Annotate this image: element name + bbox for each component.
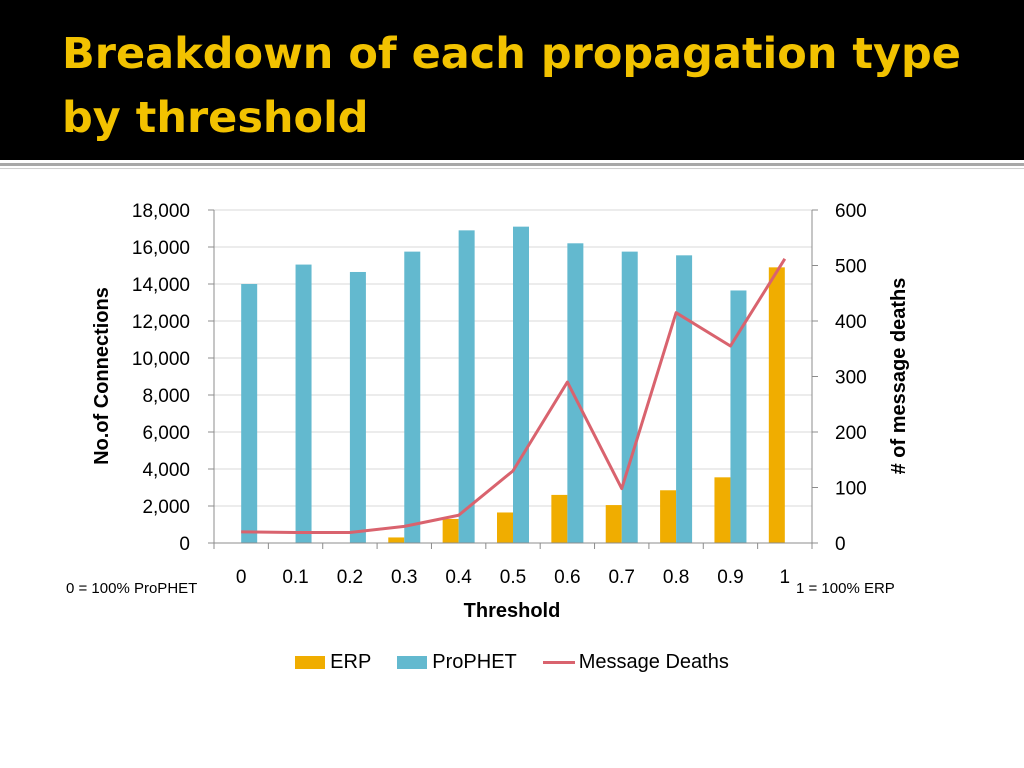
erp-bar [768,267,785,543]
x-tick-label: 0.4 [445,567,472,588]
x-tick-label: 0.2 [337,567,363,588]
right-note: 1 = 100% ERP [796,580,895,597]
prophet-bar [621,251,638,543]
tick-labels: 0 2,000 4,000 6,000 8,000 10,000 12,000 14,000 1… [132,201,867,588]
y-tick-label: 12,000 [132,312,190,333]
x-tick-label: 0.5 [500,567,526,588]
y2-axis-title: # of message deaths [888,278,910,475]
x-tick-label: 0.8 [663,567,689,588]
prophet-bar [567,243,584,544]
y-tick-label: 10,000 [132,349,190,370]
slide-title: Breakdown of each propagation type by th… [62,29,961,143]
y-tick-label: 18,000 [132,201,190,222]
prophet-bar [513,226,529,543]
y-tick-label: 8,000 [142,386,190,407]
y-tick-label: 2,000 [142,497,190,518]
erp-bar [551,494,568,543]
erp-bar [497,512,513,543]
y-tick-label: 14,000 [132,275,190,296]
left-note: 0 = 100% ProPHET [66,580,198,597]
y2-tick-label: 400 [835,312,867,333]
legend-label-prophet: ProPHET [432,651,517,673]
erp-bar [714,477,731,543]
y2-tick-label: 600 [835,201,867,222]
prophet-swatch [397,656,428,669]
message-deaths-swatch [542,661,575,664]
y-axis-title: No.of Connections [91,287,113,465]
erp-bar [442,518,459,543]
y2-tick-label: 500 [835,257,867,278]
message-deaths-line [241,258,787,534]
x-tick-label: 0.6 [554,567,580,588]
legend-item-erp: ERP [295,651,371,674]
x-axis-title: Threshold [464,600,561,622]
x-tick-label: 0 [236,567,247,588]
prophet-bar [458,230,475,543]
legend-label-message-deaths: Message Deaths [578,651,729,673]
y-tick-label: 6,000 [142,423,190,444]
legend: ERP ProPHET Message Deaths [0,651,1024,674]
legend-item-prophet: ProPHET [397,651,517,674]
erp-bar [660,490,677,543]
legend-label-erp: ERP [330,651,372,673]
prophet-bar [730,290,747,543]
y2-tick-label: 300 [835,368,867,389]
title-divider-thin [0,168,1024,169]
title-divider [0,163,1024,166]
prophet-bar [676,255,693,543]
y2-tick-label: 0 [835,534,846,555]
prophet-bar [349,271,366,543]
erp-bar [605,505,622,543]
y2-tick-label: 200 [835,423,867,444]
prophet-bar [241,284,258,543]
legend-item-message-deaths: Message Deaths [542,651,729,674]
prophet-bar [295,264,312,543]
erp-bar [388,537,405,543]
x-tick-label: 0.1 [282,567,308,588]
axes [208,209,818,549]
y-tick-label: 16,000 [132,238,190,259]
x-tick-label: 0.9 [717,567,743,588]
prophet-bar [404,251,421,543]
x-tick-label: 0.7 [609,567,635,588]
y2-tick-label: 100 [835,479,867,500]
x-tick-label: 1 [780,567,791,588]
x-tick-label: 0.3 [391,567,417,588]
title-band [0,0,1024,160]
y-tick-label: 0 [179,534,190,555]
message-deaths-line-layer [241,258,787,534]
bars [241,226,785,544]
y-tick-label: 4,000 [142,460,190,481]
erp-swatch [295,656,326,669]
